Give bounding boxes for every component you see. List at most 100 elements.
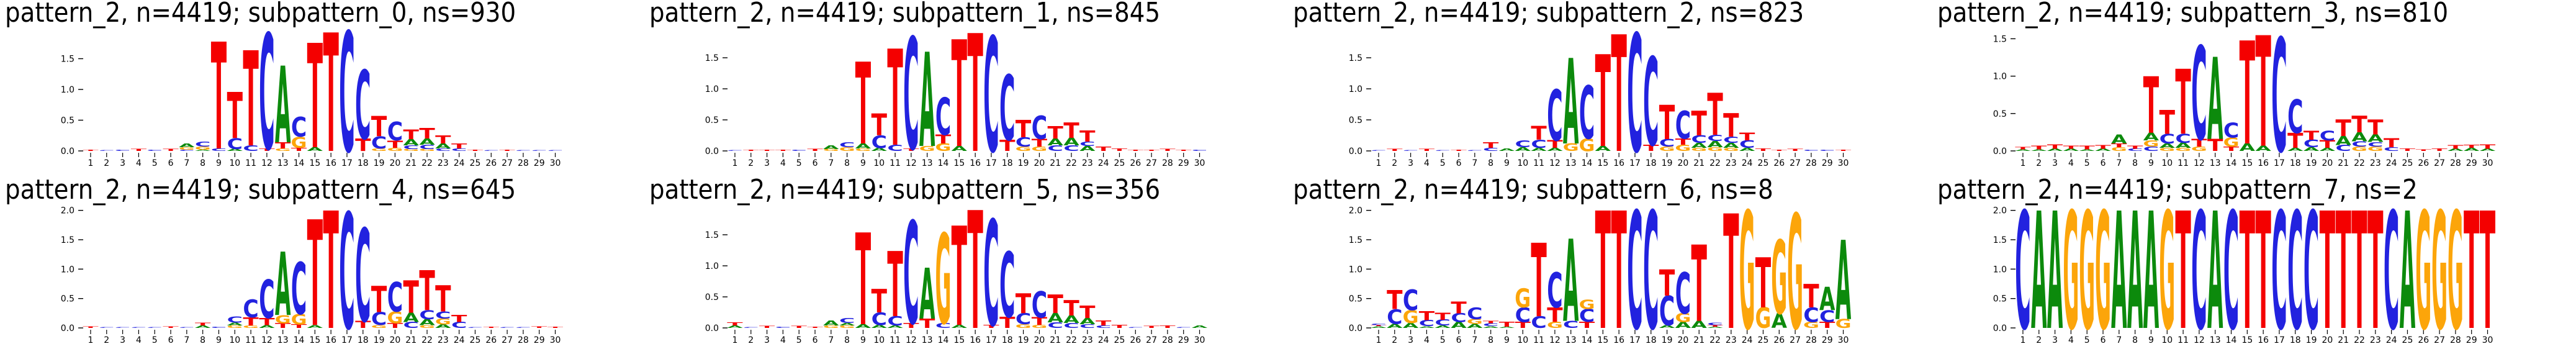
logo-letter-A: A [1691,319,1708,330]
x-tick-label: 11 [2177,158,2189,168]
logo-letter-C: C [99,327,114,329]
x-tick-label: 23 [2369,335,2380,345]
logo-letter-C: C [355,203,371,351]
logo-letter-T: T [2095,144,2111,150]
sequence-logo-svg: pattern_2, n=4419; subpattern_5, ns=356 0… [649,177,1208,354]
logo-letter-C: C [339,0,354,177]
x-tick-label: 2 [2036,335,2042,345]
logo-letter-C: C [1047,144,1063,153]
x-tick-label: 14 [294,158,305,168]
logo-letter-T: T [1707,325,1723,328]
logo-letter-C: C [547,150,563,152]
logo-letter-T: T [1387,148,1402,152]
logo-letter-T: T [951,199,966,354]
logo-letter-A: A [871,324,887,329]
logo-letter-T: T [499,150,515,152]
logo-letter-C: C [2127,148,2142,152]
logo-letter-C: C [211,327,227,329]
logo-letter-G: G [1467,318,1483,325]
logo-letter-A: A [839,322,855,327]
logo-letter-A: A [1691,142,1707,150]
y-axis-ticks: 0.0 0.5 1.0 1.5 [1349,53,1372,157]
logo-letter-A: A [1772,309,1788,333]
x-tick-label: 3 [1408,335,1413,345]
logo-letter-A: A [419,317,435,327]
sequence-logo-svg: pattern_2, n=4419; subpattern_3, ns=810 0… [1937,0,2496,177]
x-tick-label: 17 [1629,335,1641,345]
x-tick-label: 2 [1392,335,1397,345]
x-tick-label: 15 [2241,158,2253,168]
logo-letter-C: C [2191,178,2207,354]
logo-letter-T: T [1095,319,1111,327]
x-tick-label: 8 [200,335,205,345]
logo-letter-T: T [1611,178,1626,354]
y-tick-label: 0.5 [1993,294,2006,304]
logo-letter-T: T [759,325,774,329]
x-tick-label: 26 [2418,335,2429,345]
logo-letter-A: A [2127,178,2142,354]
logo-panel-4: pattern_2, n=4419; subpattern_4, ns=645 0… [0,177,644,354]
x-tick-label: 2 [104,335,109,345]
logo-letter-G: G [2095,179,2111,354]
logo-letter-T: T [371,111,387,143]
logo-letter-A: A [1499,148,1516,152]
x-tick-label: 11 [245,158,256,168]
logo-letter-T: T [2223,145,2239,152]
x-tick-label: 29 [2466,158,2477,168]
y-axis-ticks: 0.0 0.5 1.0 1.5 2.0 [61,206,84,334]
x-tick-label: 23 [438,158,449,168]
logo-letter-A: A [2047,148,2063,152]
logo-letter-T: T [1675,137,1691,147]
logo-letter-C: C [403,321,419,330]
x-tick-label: 1 [2020,158,2025,168]
logo-letter-T: T [2319,178,2335,354]
x-tick-label: 28 [1161,158,1173,168]
logo-letter-A: A [307,147,323,153]
logo-letter-T: T [775,150,790,152]
logo-letter-T: T [1176,150,1191,152]
x-tick-label: 19 [374,158,385,168]
logo-letter-A: A [1063,314,1079,325]
x-tick-label: 13 [921,158,932,168]
logo-letter-C: C [2223,119,2238,142]
x-tick-label: 7 [184,335,189,345]
logo-letter-G: G [1723,147,1739,152]
panel-title: pattern_2, n=4419; subpattern_6, ns=8 [1293,177,1773,206]
x-tick-label: 17 [986,335,997,345]
x-tick-label: 8 [200,158,205,168]
x-tick-label: 8 [2132,158,2138,168]
x-tick-label: 4 [136,335,142,345]
x-tick-label: 27 [2434,335,2445,345]
x-tick-label: 24 [1097,158,1109,168]
x-tick-label: 30 [1194,335,1205,345]
logo-letter-T: T [855,209,870,354]
logo-letter-T: T [2063,145,2079,150]
y-tick-label: 1.5 [61,235,74,245]
logo-letter-C: C [1675,261,1691,327]
x-tick-label: 16 [1613,158,1624,168]
logo-letter-T: T [1419,148,1434,152]
logo-letter-C: C [1079,140,1095,147]
x-tick-label: 23 [1081,158,1092,168]
x-tick-label: 26 [1773,335,1785,345]
logo-letter-T: T [903,148,919,152]
logo-letter-C: C [467,327,483,329]
logo-letter-T: T [1483,320,1498,324]
logo-letter-T: T [291,324,307,329]
x-tick-label: 22 [2354,335,2365,345]
logo-letter-G: G [839,325,855,329]
logo-letter-C: C [2287,90,2303,144]
x-tick-label: 19 [2305,335,2317,345]
logo-letter-C: C [387,275,403,322]
logo-letter-T: T [1143,150,1159,152]
x-tick-label: 5 [1440,335,1446,345]
logo-letter-T: T [1531,122,1546,144]
logo-letter-A: A [1435,325,1452,329]
x-tick-label: 19 [374,335,385,345]
logo-letter-A: A [275,235,290,335]
logo-letter-A: A [1371,325,1386,329]
x-tick-label: 25 [470,158,481,168]
x-tick-label: 17 [1629,158,1641,168]
logo-letter-G: G [2079,179,2095,354]
